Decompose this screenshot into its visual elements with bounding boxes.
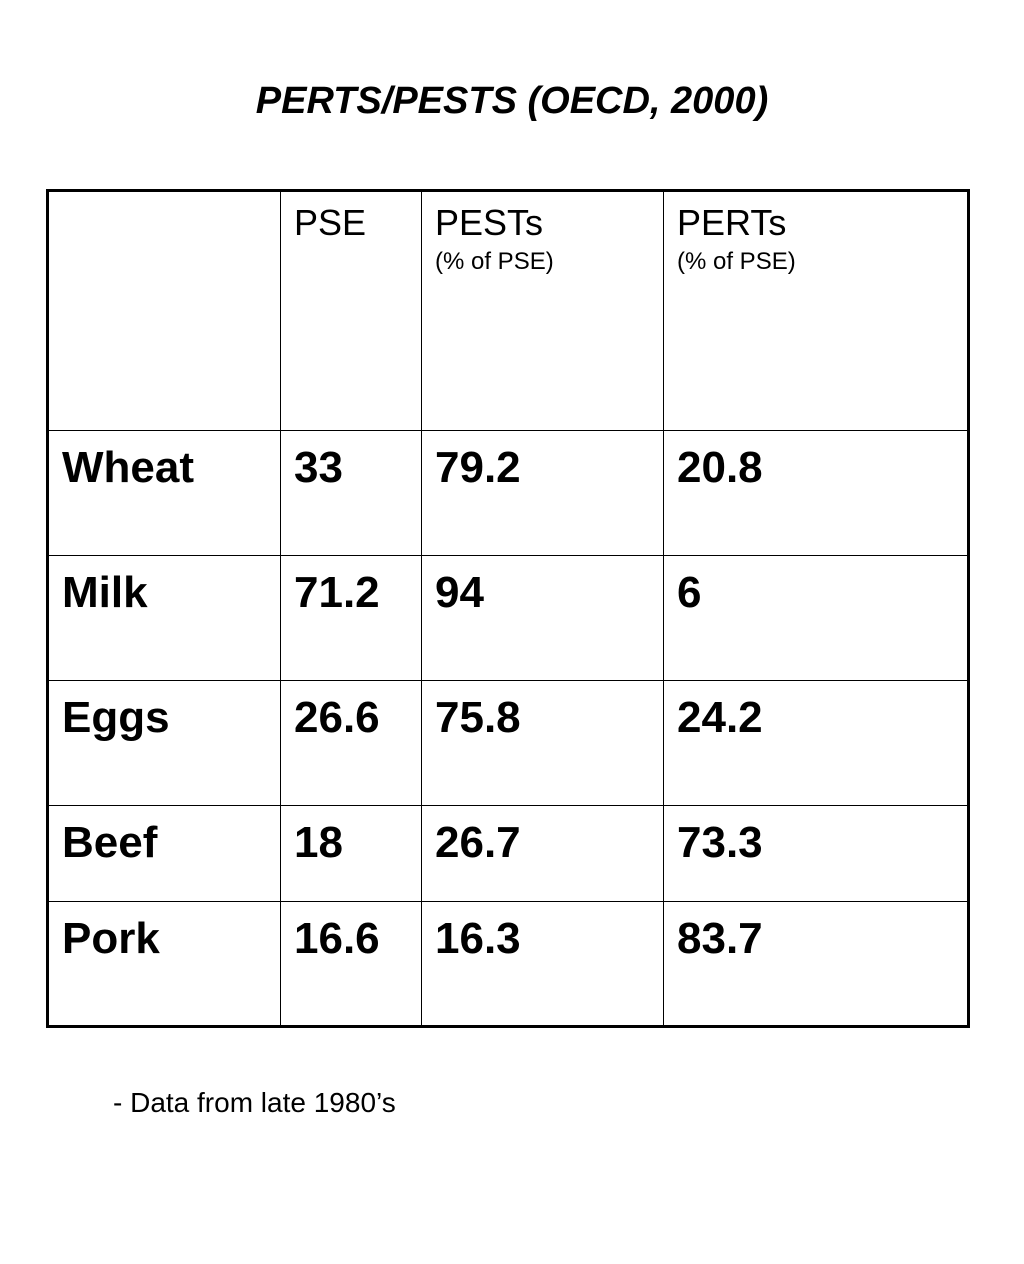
header-label: PERTs: [677, 202, 787, 243]
perts-value: 83.7: [663, 901, 969, 1027]
table-row-beef: Beef 18 26.7 73.3: [47, 805, 969, 902]
table-row-eggs: Eggs 26.6 75.8 24.2: [47, 680, 969, 806]
row-label: Milk: [47, 555, 281, 681]
header-cell-empty: [47, 190, 281, 431]
pse-value: 33: [280, 430, 422, 556]
header-sublabel: (% of PSE): [677, 248, 796, 275]
pse-value: 71.2: [280, 555, 422, 681]
page-title: PERTS/PESTS (OECD, 2000): [255, 80, 769, 122]
data-table: PSE PESTs (% of PSE) PERTs (% of PSE) Wh…: [46, 189, 970, 1028]
pse-value: 18: [280, 805, 422, 902]
pests-value: 16.3: [421, 901, 664, 1027]
row-label: Pork: [47, 901, 281, 1027]
header-cell-pse: PSE: [280, 190, 422, 431]
row-label: Beef: [47, 805, 281, 902]
header-cell-pests: PESTs (% of PSE): [421, 190, 664, 431]
header-cell-perts: PERTs (% of PSE): [663, 190, 969, 431]
header-sublabel: (% of PSE): [435, 248, 554, 275]
perts-value: 73.3: [663, 805, 969, 902]
pests-value: 94: [421, 555, 664, 681]
row-label: Wheat: [47, 430, 281, 556]
pests-value: 79.2: [421, 430, 664, 556]
footnote: - Data from late 1980’s: [113, 1087, 396, 1118]
pests-value: 26.7: [421, 805, 664, 902]
perts-value: 20.8: [663, 430, 969, 556]
table-row-milk: Milk 71.2 94 6: [47, 555, 969, 681]
pse-value: 16.6: [280, 901, 422, 1027]
pests-value: 75.8: [421, 680, 664, 806]
header-label: PSE: [294, 202, 367, 243]
pse-value: 26.6: [280, 680, 422, 806]
header-label: PESTs: [435, 202, 544, 243]
table-row-pork: Pork 16.6 16.3 83.7: [47, 901, 969, 1027]
row-label: Eggs: [47, 680, 281, 806]
table-row-wheat: Wheat 33 79.2 20.8: [47, 430, 969, 556]
table-header-row: PSE PESTs (% of PSE) PERTs (% of PSE): [47, 190, 969, 431]
perts-value: 24.2: [663, 680, 969, 806]
perts-value: 6: [663, 555, 969, 681]
